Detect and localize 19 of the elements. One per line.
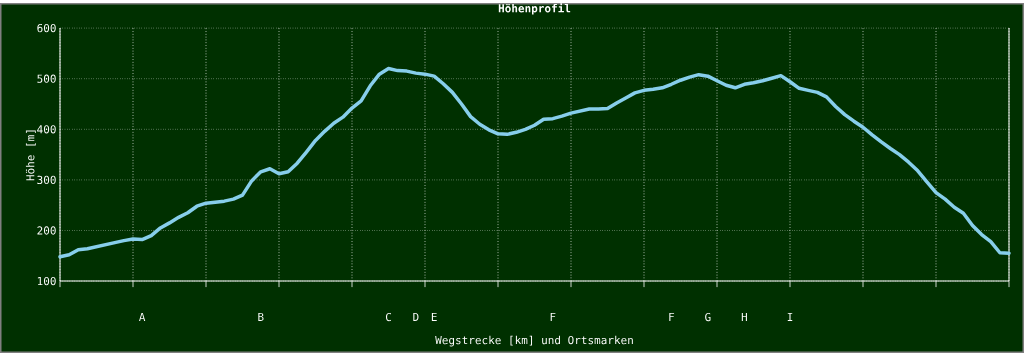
x-tick-label: G <box>705 312 711 322</box>
x-tick-label: I <box>787 312 793 321</box>
x-tick-label: F <box>550 312 556 321</box>
y-tick-label: 600 <box>37 23 56 33</box>
chart-title: Höhenprofil <box>498 3 571 15</box>
x-axis-title: Wegstrecke [km] und Ortsmarken <box>435 335 633 347</box>
y-tick-label: 200 <box>37 226 56 235</box>
x-tick-label: D <box>413 312 419 321</box>
y-tick-label: 300 <box>37 175 56 185</box>
x-tick-label: C <box>385 312 391 322</box>
y-tick-label: 100 <box>37 276 56 286</box>
y-tick-label: 400 <box>37 125 56 134</box>
y-axis-title: Höhe [m] <box>25 130 36 181</box>
x-tick-label: A <box>139 312 146 321</box>
x-tick-label: B <box>258 312 264 321</box>
y-tick-label: 500 <box>37 74 56 83</box>
x-tick-label: E <box>431 312 437 321</box>
x-tick-label: F <box>669 312 675 321</box>
x-tick-label: H <box>741 312 747 321</box>
